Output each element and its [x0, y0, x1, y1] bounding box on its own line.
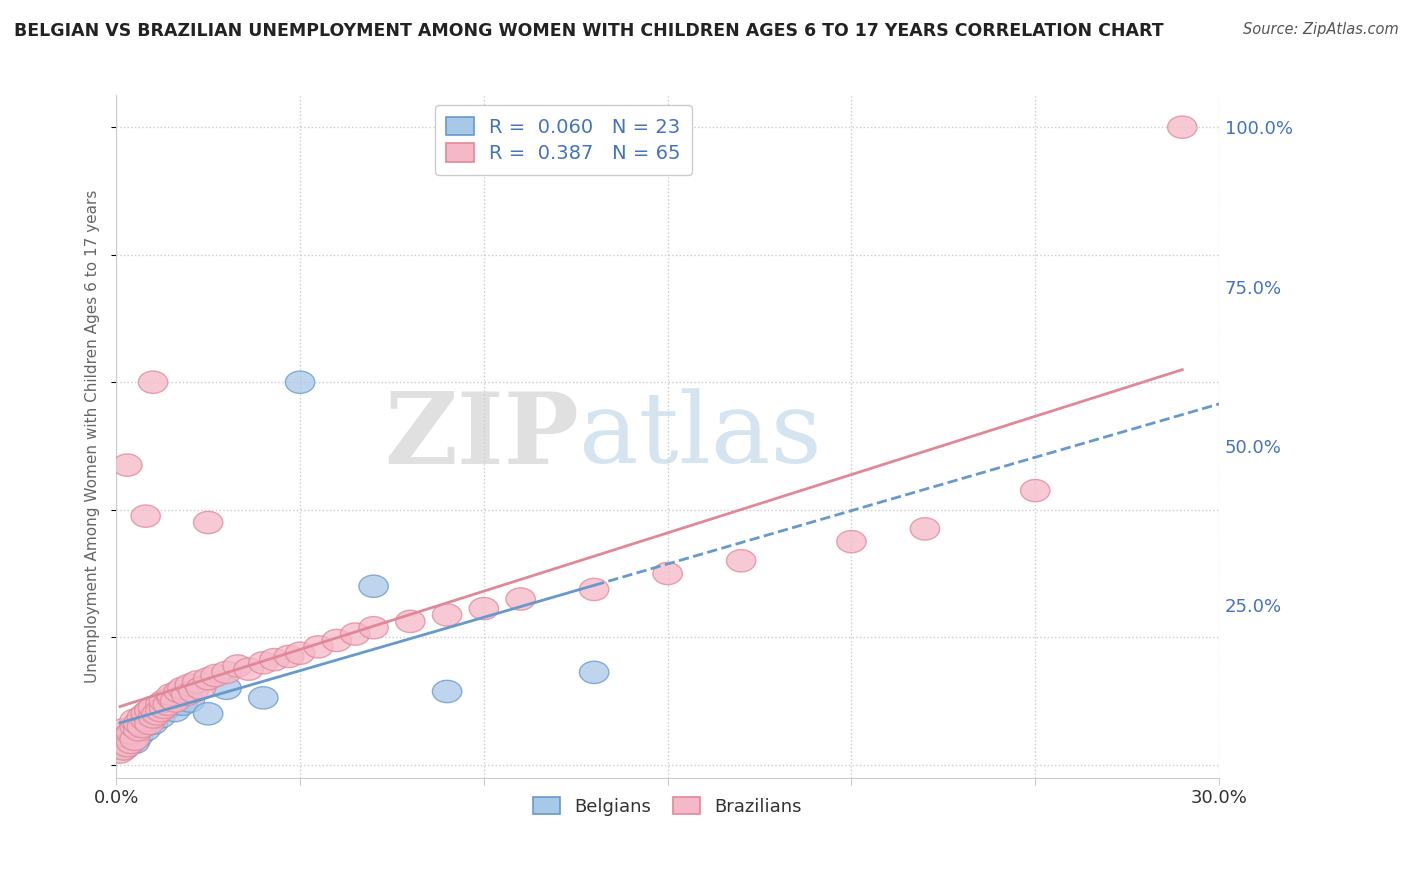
Ellipse shape	[138, 697, 167, 719]
Ellipse shape	[579, 661, 609, 683]
Ellipse shape	[146, 706, 176, 728]
Ellipse shape	[142, 703, 172, 725]
Ellipse shape	[117, 722, 146, 744]
Ellipse shape	[135, 709, 165, 731]
Ellipse shape	[340, 623, 370, 645]
Ellipse shape	[249, 652, 278, 674]
Ellipse shape	[153, 693, 183, 715]
Ellipse shape	[359, 616, 388, 639]
Ellipse shape	[108, 738, 138, 760]
Text: BELGIAN VS BRAZILIAN UNEMPLOYMENT AMONG WOMEN WITH CHILDREN AGES 6 TO 17 YEARS C: BELGIAN VS BRAZILIAN UNEMPLOYMENT AMONG …	[14, 22, 1164, 40]
Ellipse shape	[156, 687, 186, 709]
Ellipse shape	[1167, 116, 1197, 138]
Ellipse shape	[138, 712, 167, 734]
Ellipse shape	[105, 734, 135, 756]
Ellipse shape	[260, 648, 290, 671]
Ellipse shape	[212, 677, 242, 699]
Ellipse shape	[506, 588, 536, 610]
Ellipse shape	[837, 531, 866, 553]
Ellipse shape	[176, 674, 204, 697]
Ellipse shape	[160, 699, 190, 722]
Ellipse shape	[579, 578, 609, 600]
Ellipse shape	[249, 687, 278, 709]
Ellipse shape	[433, 681, 461, 703]
Ellipse shape	[149, 690, 179, 712]
Ellipse shape	[727, 549, 756, 572]
Ellipse shape	[124, 725, 153, 747]
Ellipse shape	[233, 658, 263, 681]
Text: Source: ZipAtlas.com: Source: ZipAtlas.com	[1243, 22, 1399, 37]
Ellipse shape	[117, 722, 146, 744]
Ellipse shape	[138, 706, 167, 728]
Ellipse shape	[186, 677, 215, 699]
Ellipse shape	[108, 738, 138, 760]
Ellipse shape	[165, 681, 194, 703]
Ellipse shape	[470, 598, 499, 620]
Text: atlas: atlas	[579, 389, 823, 484]
Ellipse shape	[179, 681, 208, 703]
Ellipse shape	[128, 715, 156, 738]
Ellipse shape	[112, 725, 142, 747]
Ellipse shape	[201, 665, 231, 687]
Ellipse shape	[120, 709, 149, 731]
Ellipse shape	[120, 731, 149, 754]
Ellipse shape	[112, 734, 142, 756]
Ellipse shape	[194, 511, 224, 533]
Ellipse shape	[128, 706, 156, 728]
Ellipse shape	[105, 741, 135, 764]
Ellipse shape	[105, 731, 135, 754]
Ellipse shape	[124, 712, 153, 734]
Ellipse shape	[1021, 480, 1050, 502]
Ellipse shape	[117, 731, 146, 754]
Ellipse shape	[124, 719, 153, 741]
Ellipse shape	[142, 703, 172, 725]
Ellipse shape	[285, 642, 315, 665]
Ellipse shape	[108, 719, 138, 741]
Ellipse shape	[167, 693, 197, 715]
Ellipse shape	[135, 712, 165, 734]
Ellipse shape	[131, 709, 160, 731]
Ellipse shape	[112, 728, 142, 750]
Ellipse shape	[149, 697, 179, 719]
Ellipse shape	[176, 690, 204, 712]
Ellipse shape	[156, 683, 186, 706]
Ellipse shape	[194, 667, 224, 690]
Ellipse shape	[131, 505, 160, 527]
Ellipse shape	[359, 575, 388, 598]
Ellipse shape	[395, 610, 425, 632]
Ellipse shape	[304, 636, 333, 658]
Ellipse shape	[285, 371, 315, 393]
Ellipse shape	[322, 630, 352, 652]
Ellipse shape	[433, 604, 461, 626]
Ellipse shape	[128, 715, 156, 738]
Ellipse shape	[183, 671, 212, 693]
Ellipse shape	[160, 690, 190, 712]
Ellipse shape	[274, 645, 304, 667]
Ellipse shape	[146, 699, 176, 722]
Ellipse shape	[146, 693, 176, 715]
Ellipse shape	[224, 655, 252, 677]
Legend: Belgians, Brazilians: Belgians, Brazilians	[526, 789, 810, 823]
Ellipse shape	[135, 699, 165, 722]
Ellipse shape	[112, 454, 142, 476]
Ellipse shape	[120, 728, 149, 750]
Ellipse shape	[910, 517, 939, 540]
Text: ZIP: ZIP	[385, 388, 579, 485]
Ellipse shape	[153, 697, 183, 719]
Ellipse shape	[167, 677, 197, 699]
Ellipse shape	[172, 683, 201, 706]
Ellipse shape	[194, 703, 224, 725]
Ellipse shape	[652, 562, 682, 584]
Ellipse shape	[120, 715, 149, 738]
Ellipse shape	[131, 703, 160, 725]
Ellipse shape	[131, 719, 160, 741]
Y-axis label: Unemployment Among Women with Children Ages 6 to 17 years: Unemployment Among Women with Children A…	[86, 190, 100, 683]
Ellipse shape	[138, 371, 167, 393]
Ellipse shape	[212, 661, 242, 683]
